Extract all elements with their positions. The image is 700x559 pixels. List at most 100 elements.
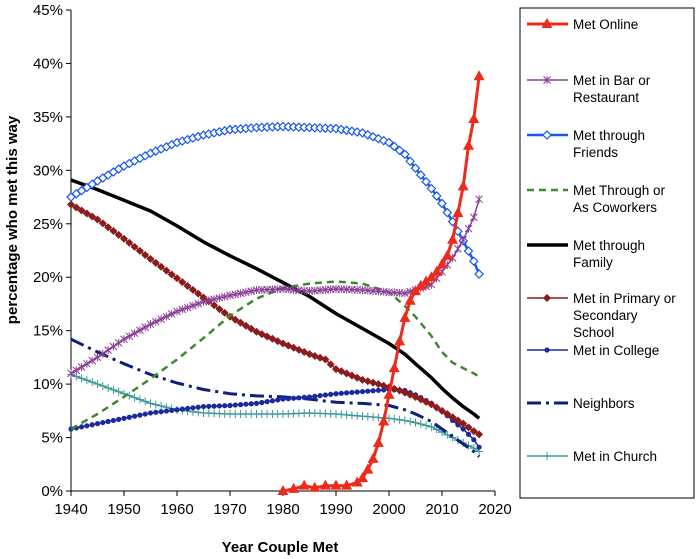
data-point-met-in-college [121,415,127,421]
data-point-met-in-primary-or-secondary-school [125,238,134,247]
data-point-met-in-primary-or-secondary-school [93,215,102,224]
legend-item-met-through-or-as-coworkers: Met Through or As Coworkers [527,183,666,215]
data-point-met-online [463,139,474,150]
legend-item-met-online: Met Online [527,17,638,32]
data-point-met-in-church [98,382,107,391]
y-tick-label: 0% [41,483,63,500]
data-point-met-in-primary-or-secondary-school [448,413,457,422]
legend-item-met-in-primary-or-secondary-school: Met in Primary or Secondary School [527,291,676,340]
data-point-met-in-bar-or-restaurant [125,332,134,341]
data-point-met-in-primary-or-secondary-school [135,246,144,255]
data-point-met-online [468,113,480,124]
data-point-met-in-primary-or-secondary-school [114,230,123,239]
data-point-met-in-church [104,383,113,392]
x-tick-label: 1950 [107,501,140,518]
data-point-met-online [452,207,464,218]
data-point-met-in-college [381,387,387,393]
legend-label: Met in Church [573,449,657,464]
data-point-met-in-college [259,399,265,406]
data-point-met-online [394,335,406,346]
series-met-through-or-as-coworkers [70,280,480,431]
series-met-online [277,70,485,495]
legend-marker-met-in-church [543,452,551,460]
data-point-met-in-primary-or-secondary-school [459,419,468,428]
data-point-met-in-church [141,397,150,406]
data-point-met-in-bar-or-restaurant [454,244,462,253]
data-point-met-in-primary-or-secondary-school [183,281,192,290]
data-point-met-through-friends [437,198,447,209]
data-point-met-in-college [216,403,222,409]
data-point-met-in-church [395,415,404,424]
legend-label: Family [573,255,613,270]
data-point-met-in-primary-or-secondary-school [453,416,462,425]
data-point-met-through-friends [421,176,431,187]
legend-item-neighbors: Neighbors [527,396,635,411]
data-point-met-in-church [406,417,415,426]
data-point-met-in-college [306,394,313,400]
data-point-met-in-college [227,402,233,409]
legend-label: Neighbors [573,396,635,411]
data-point-met-in-church [77,374,86,383]
data-point-met-in-college [375,387,381,393]
data-point-met-in-church [422,421,431,430]
data-point-met-in-college [211,403,217,409]
legend-item-met-in-church: Met in Church [527,449,657,464]
data-point-met-through-friends [410,163,421,174]
data-point-met-in-college [116,416,122,422]
legend-marker-met-through-friends [542,130,552,140]
data-point-met-in-college [153,409,159,415]
legend-item-met-in-college: Met in College [527,343,659,358]
data-point-met-in-church [88,378,97,387]
data-point-met-online [309,481,321,492]
data-point-met-in-bar-or-restaurant [162,312,171,321]
data-point-met-in-college [253,400,260,406]
y-axis-title: percentage who met this way [4,115,21,324]
data-point-met-in-college [142,411,148,417]
data-point-met-in-church [416,420,425,429]
data-point-met-in-college [344,390,350,396]
series-line-met-through-or-as-coworkers [70,280,480,431]
data-point-met-in-college [100,419,106,426]
legend-label: Met in Primary or [573,291,676,306]
data-point-met-online [288,482,300,493]
data-point-met-in-primary-or-secondary-school [321,355,330,364]
data-point-met-in-church [82,376,91,385]
data-point-met-in-bar-or-restaurant [178,305,187,314]
series-line-met-in-church [70,373,480,453]
data-point-met-in-college [301,394,307,400]
data-point-met-in-college [359,388,366,395]
data-point-met-in-bar-or-restaurant [67,369,75,378]
data-point-met-in-bar-or-restaurant [88,356,97,365]
data-point-met-online [319,479,331,490]
data-point-met-in-primary-or-secondary-school [438,406,446,415]
y-tick-label: 40% [33,55,63,72]
data-point-met-in-bar-or-restaurant [173,307,181,316]
data-point-met-in-primary-or-secondary-school [236,318,245,327]
data-point-met-online [330,479,342,490]
x-tick-label: 1960 [160,501,193,518]
data-point-met-in-college [94,421,101,427]
data-point-met-in-primary-or-secondary-school [173,274,181,283]
legend-label: Met Through or [573,183,666,198]
y-tick-label: 30% [33,162,63,179]
data-point-met-online [415,279,427,290]
data-point-met-in-college [105,418,111,425]
data-point-met-in-college [232,402,238,408]
series-met-through-family [70,178,481,420]
data-point-met-online [341,479,353,490]
data-point-met-in-church [93,380,102,389]
data-point-met-in-primary-or-secondary-school [67,200,75,209]
data-point-met-online [367,452,379,463]
data-point-met-in-primary-or-secondary-school [469,427,478,436]
legend-label: School [573,325,614,340]
chart-axes: 0% 5% 10% 15% 20% 25% 30% 35% 40% 45% 1940 1950 1960… [33,2,512,518]
series-line-met-through-family [70,178,481,420]
data-point-met-online [351,476,363,487]
y-tick-label: 20% [33,269,63,286]
data-point-met-through-friends [474,269,484,279]
data-point-met-in-church [135,395,144,404]
data-point-met-through-friends [400,149,410,160]
y-tick-label: 5% [41,430,63,447]
y-tick-label: 45% [33,2,63,19]
